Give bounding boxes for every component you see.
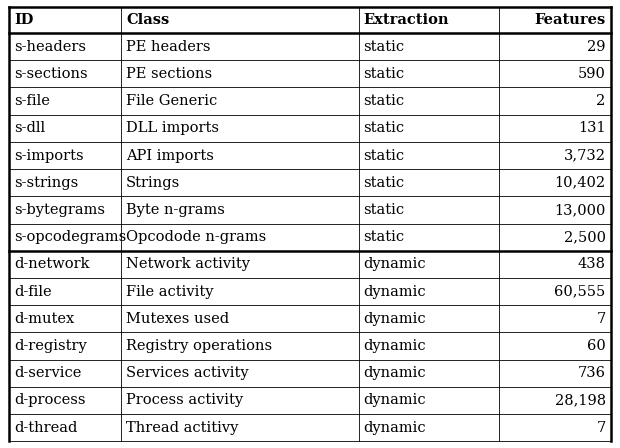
- Text: 2: 2: [596, 94, 606, 108]
- Text: API imports: API imports: [126, 149, 214, 163]
- Text: Mutexes used: Mutexes used: [126, 312, 229, 326]
- Text: 2,500: 2,500: [564, 230, 606, 244]
- Text: static: static: [363, 121, 405, 135]
- Text: dynamic: dynamic: [363, 393, 426, 408]
- Text: dynamic: dynamic: [363, 312, 426, 326]
- Text: ID: ID: [14, 13, 33, 27]
- Text: static: static: [363, 94, 405, 108]
- Text: Process activity: Process activity: [126, 393, 243, 408]
- Text: Strings: Strings: [126, 176, 180, 190]
- Text: dynamic: dynamic: [363, 421, 426, 435]
- Text: 7: 7: [596, 421, 606, 435]
- Text: s-sections: s-sections: [14, 67, 88, 81]
- Text: Byte n-grams: Byte n-grams: [126, 203, 225, 217]
- Text: dynamic: dynamic: [363, 284, 426, 299]
- Text: static: static: [363, 230, 405, 244]
- Text: static: static: [363, 176, 405, 190]
- Text: Network activity: Network activity: [126, 258, 250, 271]
- Text: s-imports: s-imports: [14, 149, 84, 163]
- Text: 3,732: 3,732: [564, 149, 606, 163]
- Text: d-mutex: d-mutex: [14, 312, 74, 326]
- Text: 13,000: 13,000: [554, 203, 606, 217]
- Text: dynamic: dynamic: [363, 258, 426, 271]
- Text: 29: 29: [587, 40, 606, 54]
- Text: File Generic: File Generic: [126, 94, 217, 108]
- Text: d-file: d-file: [14, 284, 52, 299]
- Text: File activity: File activity: [126, 284, 213, 299]
- Text: DLL imports: DLL imports: [126, 121, 219, 135]
- Text: 590: 590: [578, 67, 606, 81]
- Text: static: static: [363, 149, 405, 163]
- Text: static: static: [363, 67, 405, 81]
- Text: s-file: s-file: [14, 94, 50, 108]
- Text: 131: 131: [578, 121, 606, 135]
- Text: Class: Class: [126, 13, 169, 27]
- Text: s-headers: s-headers: [14, 40, 86, 54]
- Text: s-strings: s-strings: [14, 176, 79, 190]
- Text: d-registry: d-registry: [14, 339, 87, 353]
- Text: PE sections: PE sections: [126, 67, 212, 81]
- Text: Registry operations: Registry operations: [126, 339, 272, 353]
- Text: dynamic: dynamic: [363, 366, 426, 380]
- Text: Opcodode n-grams: Opcodode n-grams: [126, 230, 266, 244]
- Text: d-network: d-network: [14, 258, 90, 271]
- Text: Services activity: Services activity: [126, 366, 249, 380]
- Text: s-bytegrams: s-bytegrams: [14, 203, 105, 217]
- Text: d-process: d-process: [14, 393, 86, 408]
- Text: s-dll: s-dll: [14, 121, 45, 135]
- Text: 736: 736: [578, 366, 606, 380]
- Text: PE headers: PE headers: [126, 40, 210, 54]
- Text: d-thread: d-thread: [14, 421, 78, 435]
- Text: Thread actitivy: Thread actitivy: [126, 421, 238, 435]
- Text: s-opcodegrams: s-opcodegrams: [14, 230, 126, 244]
- Text: Features: Features: [534, 13, 606, 27]
- Text: dynamic: dynamic: [363, 339, 426, 353]
- Text: static: static: [363, 40, 405, 54]
- Text: d-service: d-service: [14, 366, 82, 380]
- Text: 60,555: 60,555: [554, 284, 606, 299]
- Text: 10,402: 10,402: [555, 176, 606, 190]
- Text: 7: 7: [596, 312, 606, 326]
- Text: Extraction: Extraction: [363, 13, 449, 27]
- Text: 438: 438: [578, 258, 606, 271]
- Text: static: static: [363, 203, 405, 217]
- Text: 28,198: 28,198: [555, 393, 606, 408]
- Text: 60: 60: [587, 339, 606, 353]
